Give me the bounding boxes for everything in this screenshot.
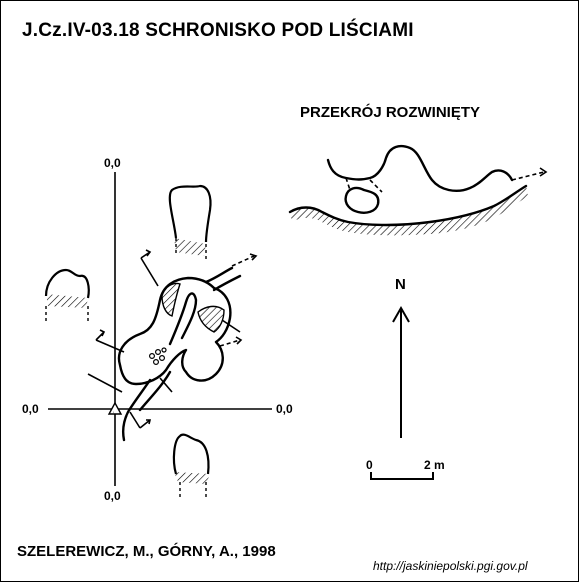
- cave-lower-passage-2: [138, 370, 172, 412]
- authors-credit: SZELEREWICZ, M., GÓRNY, A., 1998: [17, 543, 276, 560]
- cave-plan: [117, 266, 242, 442]
- developed-section-ceiling: [326, 144, 514, 192]
- cross-section-top: [168, 184, 212, 243]
- cave-main-outline: [117, 276, 232, 386]
- hatched-wall-right: [197, 305, 225, 333]
- cave-lower-passage: [122, 378, 152, 442]
- scale-bar: [370, 472, 434, 480]
- section-title: PRZEKRÓJ ROZWINIĘTY: [300, 104, 481, 121]
- coordinate-left-label: 0,0: [22, 402, 39, 416]
- rock-blocks-icon: [149, 347, 167, 366]
- north-arrow-icon: [392, 305, 410, 438]
- survey-point-triangle-icon: [107, 401, 123, 415]
- survey-point-mark: .: [113, 409, 115, 415]
- developed-section-arrow-icon: [539, 167, 548, 177]
- cross-section-left: [44, 268, 90, 299]
- cave-upper-passage: [204, 266, 234, 284]
- developed-section-niche: [344, 186, 380, 214]
- hatched-wall-left: [161, 282, 181, 317]
- coordinate-axes: [48, 172, 272, 486]
- cave-upper-passage-2: [212, 274, 242, 292]
- cross-section-bottom-floor: [174, 472, 210, 484]
- section-cut-lines: [87, 249, 258, 429]
- scale-start-label: 0: [366, 458, 373, 472]
- coordinate-bottom-label: 0,0: [104, 489, 121, 503]
- cross-section-top-floor: [174, 238, 206, 256]
- scale-end-label: 2 m: [424, 458, 445, 472]
- coordinate-top-label: 0,0: [104, 156, 121, 170]
- source-url: http://jaskiniepolski.pgi.gov.pl: [373, 559, 528, 573]
- coordinate-right-label: 0,0: [276, 402, 293, 416]
- cross-section-left-floor: [46, 294, 88, 308]
- north-label: N: [395, 276, 406, 293]
- developed-section-floor-hatch: [290, 186, 528, 236]
- cave-title: J.Cz.IV-03.18 SCHRONISKO POD LIŚCIAMI: [22, 20, 414, 41]
- cross-section-bottom: [172, 433, 210, 475]
- cut-line-1: [140, 257, 159, 287]
- cave-inner-ridge: [168, 292, 198, 346]
